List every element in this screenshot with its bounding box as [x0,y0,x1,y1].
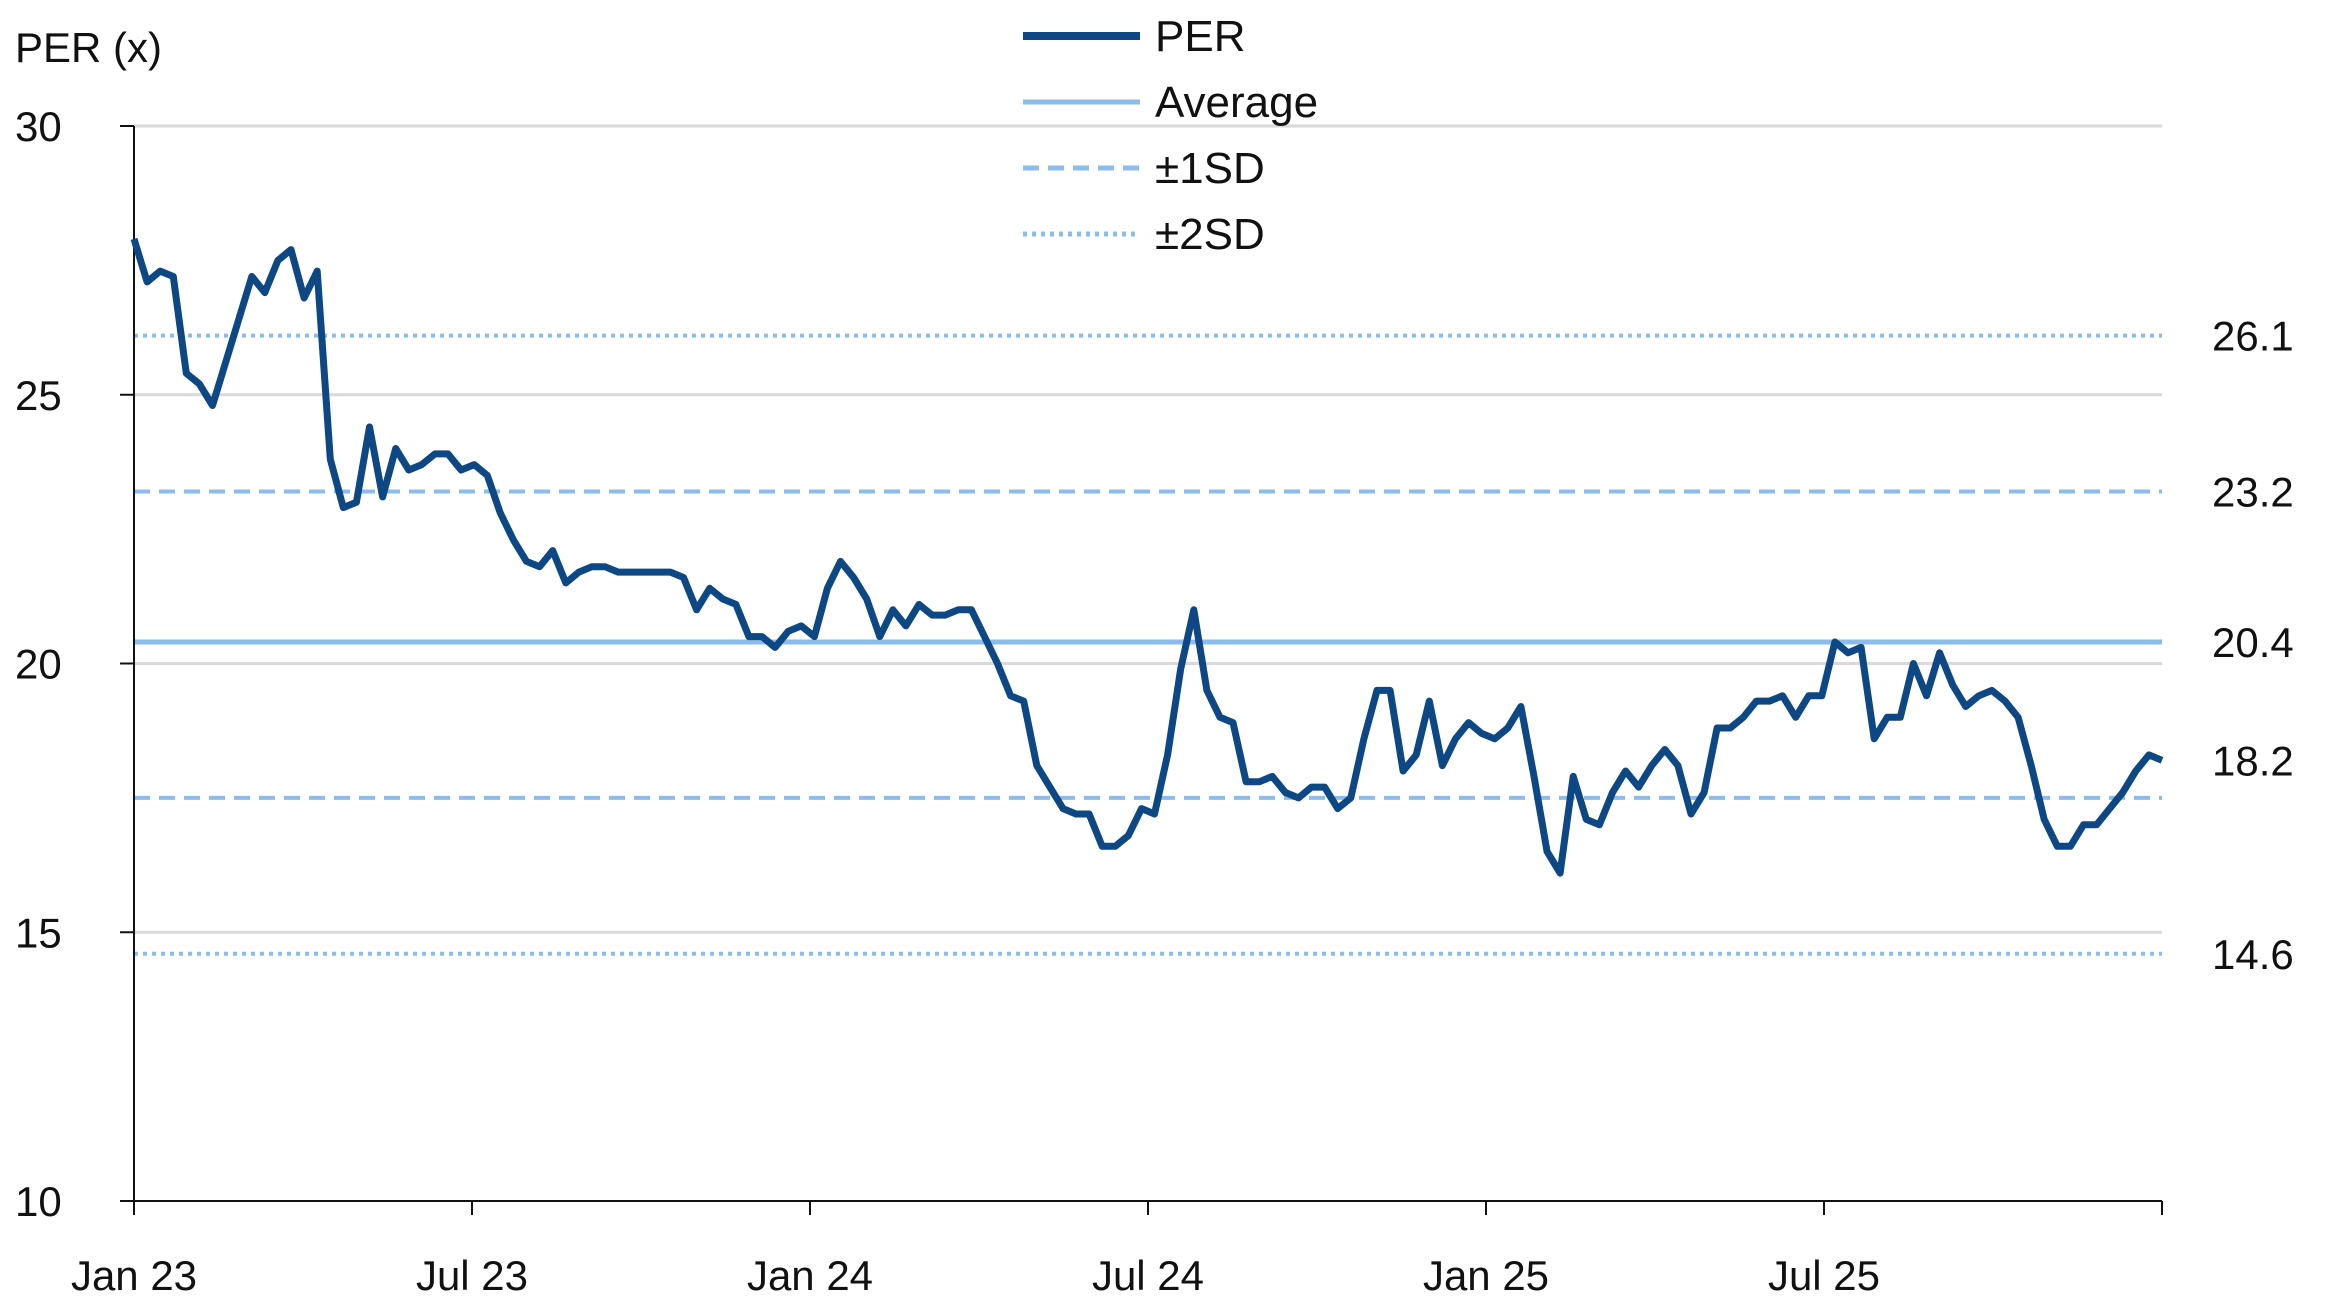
legend-label: Average [1155,78,1318,127]
reference-lines: 26.1 23.2 20.4 18.2 14.6 [134,313,2294,978]
x-tick-label: Jul 23 [416,1252,528,1299]
reference-value-label: 23.2 [2212,469,2294,516]
axes: 10 15 20 25 30 Jan 23 Jul 23 Jan 24 Jul 24 Jan 25… [15,103,2163,1299]
per-series [130,237,2164,877]
legend-label: PER [1155,12,1245,61]
reference-value-label: 20.4 [2212,619,2294,666]
legend-label: ±2SD [1155,210,1265,259]
reference-value-label: 26.1 [2212,313,2294,360]
per-line [130,237,2164,877]
y-tick-label: 30 [15,103,62,150]
y-tick-label: 20 [15,641,62,688]
x-tick-label: Jul 25 [1768,1252,1880,1299]
y-tick-label: 10 [15,1178,62,1225]
x-tick-label: Jan 24 [747,1252,873,1299]
y-tick-label: 25 [15,372,62,419]
y-axis-title: PER (x) [15,24,162,71]
reference-value-label: 14.6 [2212,931,2294,978]
x-tick-label: Jan 25 [1423,1252,1549,1299]
legend-label: ±1SD [1155,144,1265,193]
x-tick-label: Jan 23 [71,1252,197,1299]
x-tick-label: Jul 24 [1092,1252,1204,1299]
legend: PER Average ±1SD ±2SD [1023,12,1318,259]
reference-value-label: 18.2 [2212,737,2294,784]
y-tick-label: 15 [15,909,62,956]
gridlines [134,124,2162,934]
